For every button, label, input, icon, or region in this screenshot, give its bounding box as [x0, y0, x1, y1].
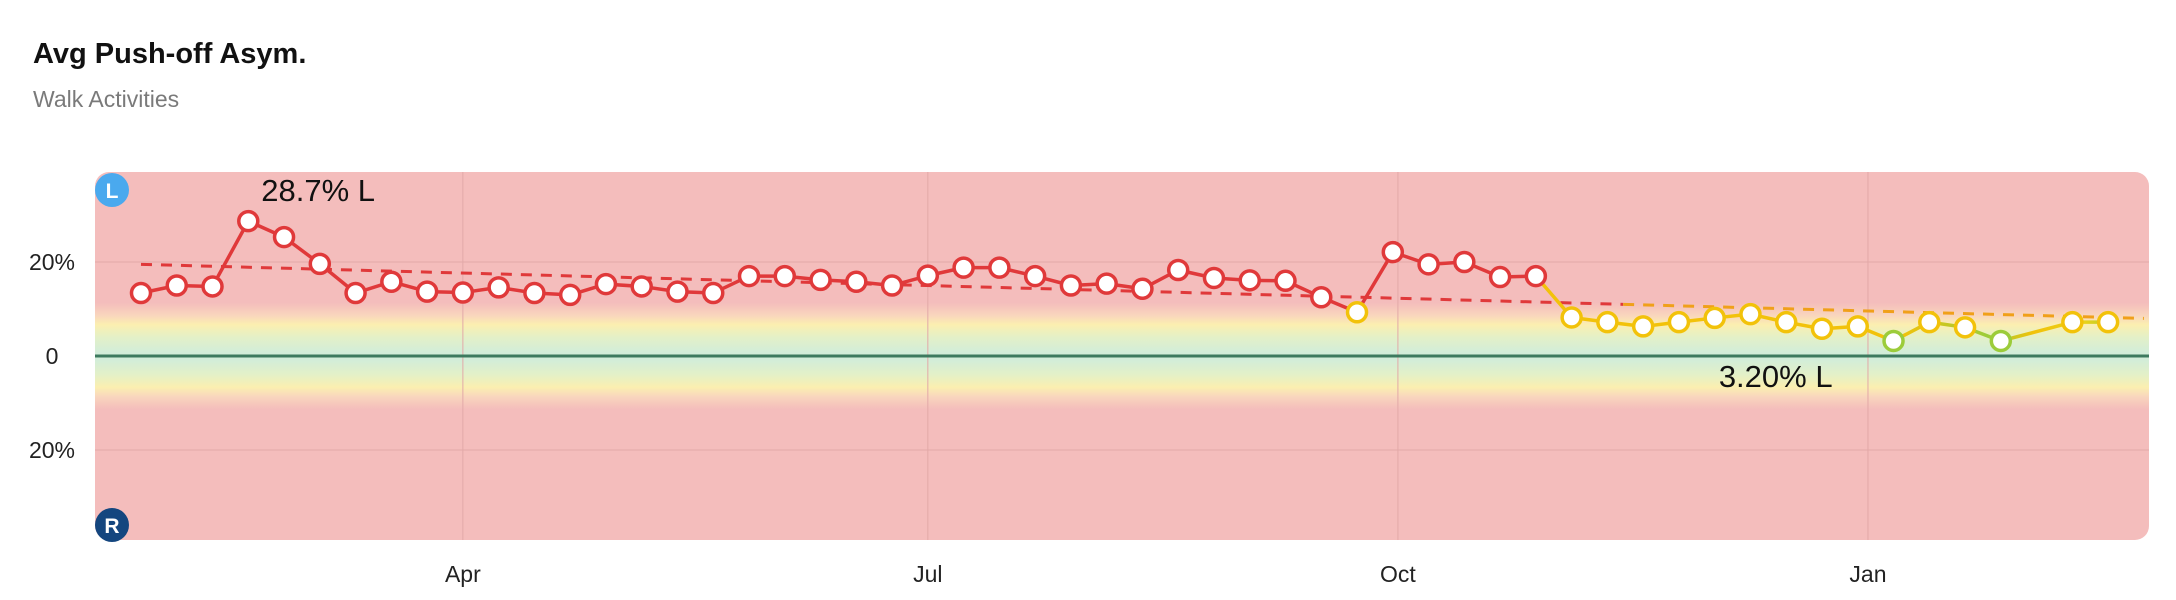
data-point	[308, 252, 332, 276]
chart-subtitle: Walk Activities	[33, 86, 180, 112]
chart-labels: 20% 0 20% Apr Jul Oct Jan 28.7% L 3.20% L L R	[29, 173, 1887, 587]
data-point	[952, 256, 975, 279]
value-annotation: 28.7% L	[261, 173, 375, 208]
data-point	[129, 281, 153, 305]
data-point	[558, 283, 582, 307]
x-tick-label: Jan	[1849, 561, 1886, 587]
data-point	[845, 270, 868, 293]
data-point	[1774, 310, 1798, 334]
data-point	[988, 256, 1011, 279]
data-point	[1631, 315, 1655, 338]
data-point	[1918, 310, 1941, 334]
data-point	[415, 280, 439, 303]
data-point	[1345, 301, 1369, 324]
data-point	[1095, 272, 1118, 295]
x-tick-label: Oct	[1380, 561, 1416, 587]
data-point	[1989, 329, 2013, 353]
data-point	[1488, 265, 1512, 289]
data-point	[737, 264, 761, 288]
data-point	[594, 272, 618, 296]
data-point	[487, 276, 510, 299]
right-badge-label: R	[104, 515, 119, 538]
data-point	[630, 275, 653, 298]
data-point	[1202, 266, 1226, 290]
data-point	[809, 268, 832, 292]
data-point	[2061, 310, 2084, 334]
y-tick-label: 0	[46, 343, 59, 369]
chart-title: Avg Push-off Asym.	[33, 38, 307, 70]
data-point	[344, 281, 367, 305]
y-tick-label: 20%	[29, 437, 75, 463]
data-point	[1953, 316, 1977, 339]
data-point	[880, 274, 904, 297]
data-point	[201, 275, 224, 298]
x-tick-label: Apr	[445, 561, 481, 587]
data-point	[165, 274, 189, 297]
data-point	[380, 270, 403, 293]
data-point	[666, 280, 689, 303]
data-point	[1560, 306, 1583, 329]
y-tick-label: 20%	[29, 249, 75, 275]
data-point	[1846, 315, 1870, 338]
data-point	[1810, 317, 1834, 340]
data-point	[1417, 253, 1440, 276]
series-points	[129, 209, 2120, 353]
data-point	[1703, 306, 1726, 330]
left-side-badge	[95, 173, 129, 207]
data-point	[1059, 274, 1083, 297]
data-point	[237, 209, 260, 233]
data-point	[1739, 302, 1762, 326]
series-line-yellow	[1534, 274, 2109, 343]
data-point	[1023, 264, 1047, 288]
data-point	[523, 281, 546, 305]
trend-line-yellow	[1623, 302, 2144, 320]
data-point	[2096, 310, 2120, 334]
data-point	[1274, 269, 1297, 293]
data-point	[1131, 277, 1154, 301]
data-point	[272, 225, 296, 249]
data-point	[773, 264, 797, 288]
data-point	[1238, 269, 1261, 292]
data-point	[1310, 286, 1333, 309]
series-line-red	[140, 219, 1536, 315]
data-point	[1524, 264, 1548, 288]
x-tick-label: Jul	[913, 561, 942, 587]
data-point	[1596, 310, 1619, 334]
data-point	[451, 281, 475, 304]
series-lines	[140, 219, 2109, 343]
data-point	[1166, 258, 1190, 282]
left-badge-label: L	[106, 180, 119, 203]
value-annotation: 3.20% L	[1719, 359, 1833, 394]
data-point	[701, 281, 725, 305]
right-side-badge	[95, 508, 129, 542]
data-point	[1667, 310, 1691, 334]
data-point	[1453, 250, 1476, 274]
data-point	[1882, 329, 1905, 353]
data-point	[916, 264, 940, 287]
data-point	[1381, 240, 1405, 264]
